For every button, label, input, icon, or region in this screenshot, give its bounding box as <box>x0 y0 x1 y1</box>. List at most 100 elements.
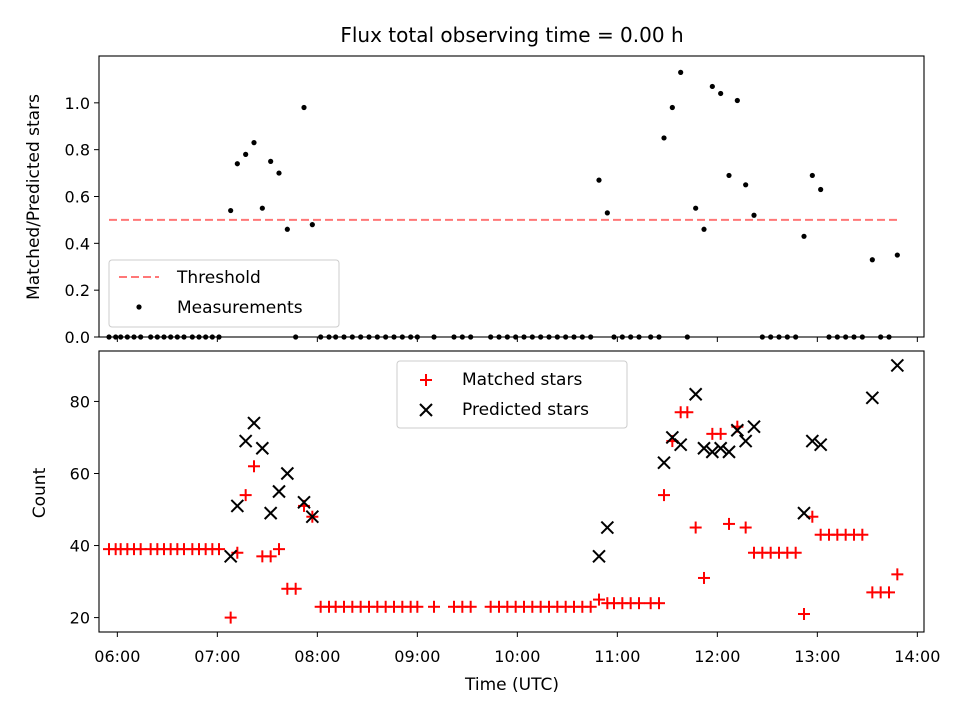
predicted-star-point <box>805 434 820 448</box>
predicted-star-point <box>673 437 688 452</box>
count-y-tick-label: 20 <box>70 609 90 628</box>
measurement-point <box>579 334 585 340</box>
matched-star-point <box>264 550 277 563</box>
count-x-tick-label: 08:00 <box>294 647 340 666</box>
count-legend-box <box>396 360 628 429</box>
measurement-point <box>669 104 675 111</box>
measurement-point <box>801 233 807 239</box>
count-x-tick-label: 13:00 <box>794 647 840 666</box>
measurement-point <box>529 334 535 340</box>
matched-star-point <box>464 600 477 613</box>
measurement-point <box>431 334 437 340</box>
predicted-star-point <box>697 441 711 455</box>
predicted-star-point <box>592 549 606 564</box>
measurement-point <box>709 83 715 90</box>
measurement-point <box>834 334 840 340</box>
matched-star-point <box>681 406 694 419</box>
matched-star-point <box>723 517 735 530</box>
measurement-point <box>333 334 339 340</box>
matched-star-point <box>239 489 252 502</box>
measurement-point <box>131 334 137 340</box>
predicted-star-point <box>238 434 253 448</box>
measurement-point <box>776 334 782 340</box>
measurement-point <box>784 334 790 340</box>
predicted-star-point <box>297 495 311 510</box>
measurement-point <box>693 205 699 211</box>
count-x-tick-label: 07:00 <box>194 647 240 666</box>
measurement-point <box>504 334 510 340</box>
ratio-y-tick-label: 0.6 <box>65 188 90 207</box>
count-panel: 20 40 60 80 06:00 07:00 08:00 09:00 10:00 11:00 1… <box>30 350 940 695</box>
measurement-point <box>341 334 347 340</box>
measurement-point <box>234 161 240 167</box>
measurement-point <box>326 334 332 340</box>
matched-star-point <box>593 593 605 606</box>
ratio-legend: Threshold Measurements <box>108 259 340 328</box>
matched-star-point <box>273 543 285 556</box>
count-panel-frame <box>98 350 925 633</box>
legend-threshold-label: Threshold <box>176 268 261 288</box>
measurement-point <box>661 135 667 141</box>
predicted-star-point <box>600 520 615 535</box>
measurement-point <box>268 158 274 164</box>
count-y-axis: 20 40 60 80 <box>70 392 99 628</box>
measurement-point <box>161 334 167 340</box>
count-y-tick-label: 40 <box>70 537 90 556</box>
matched-star-point <box>633 597 645 610</box>
measurement-point <box>154 334 160 340</box>
measurement-point <box>726 172 732 179</box>
measurement-point <box>611 334 617 340</box>
measurement-point <box>743 182 749 188</box>
measurement-point <box>843 334 849 340</box>
measurement-point <box>276 170 282 176</box>
predicted-star-point <box>730 423 745 437</box>
measurement-point <box>174 334 180 340</box>
measurement-point <box>818 186 824 193</box>
measurement-point <box>869 257 875 263</box>
measurement-point <box>318 334 324 340</box>
legend-matched-swatch <box>420 374 432 386</box>
measurement-point <box>259 205 265 211</box>
matched-star-point <box>689 521 702 534</box>
measurement-point <box>768 334 774 340</box>
measurement-point <box>851 334 857 340</box>
chart-title: Flux total observing time = 0.00 h <box>340 23 683 47</box>
ratio-y-tick-label: 0.2 <box>65 281 90 300</box>
predicted-star-point <box>223 549 238 564</box>
matched-star-point <box>213 543 225 556</box>
measurement-point <box>759 334 765 340</box>
measurement-point <box>468 334 474 340</box>
count-y-tick-label: 80 <box>70 392 90 411</box>
measurement-point <box>349 334 355 340</box>
measurement-point <box>309 222 315 228</box>
predicted-star-point <box>865 391 880 405</box>
measurement-point <box>628 334 634 340</box>
legend-measurements-label: Measurements <box>177 298 303 318</box>
measurement-point <box>886 334 892 340</box>
measurement-point <box>243 151 249 157</box>
matched-star-point <box>584 600 597 613</box>
measurement-point <box>451 334 457 340</box>
count-marks <box>103 358 905 624</box>
measurement-point <box>496 334 502 340</box>
matched-star-point <box>891 568 904 581</box>
ratio-panel: 0.0 0.2 0.4 0.6 0.8 1.0 Matched/Predicted sta… <box>24 55 925 347</box>
measurement-point <box>878 334 884 340</box>
predicted-star-point <box>305 510 320 524</box>
ratio-x-ticks <box>116 337 918 342</box>
matched-star-point <box>698 571 710 584</box>
ratio-legend-box <box>108 259 340 328</box>
measurement-point <box>374 334 380 340</box>
predicted-star-point <box>738 434 753 448</box>
measurement-point <box>751 212 757 218</box>
predicted-star-point <box>797 506 811 520</box>
measurement-point <box>701 226 707 232</box>
measurement-point <box>118 334 124 340</box>
measurement-point <box>181 334 187 340</box>
predicted-star-point <box>722 445 736 459</box>
measurement-point <box>546 334 552 340</box>
count-x-tick-label: 14:00 <box>894 647 940 666</box>
predicted-star-point <box>280 466 295 481</box>
